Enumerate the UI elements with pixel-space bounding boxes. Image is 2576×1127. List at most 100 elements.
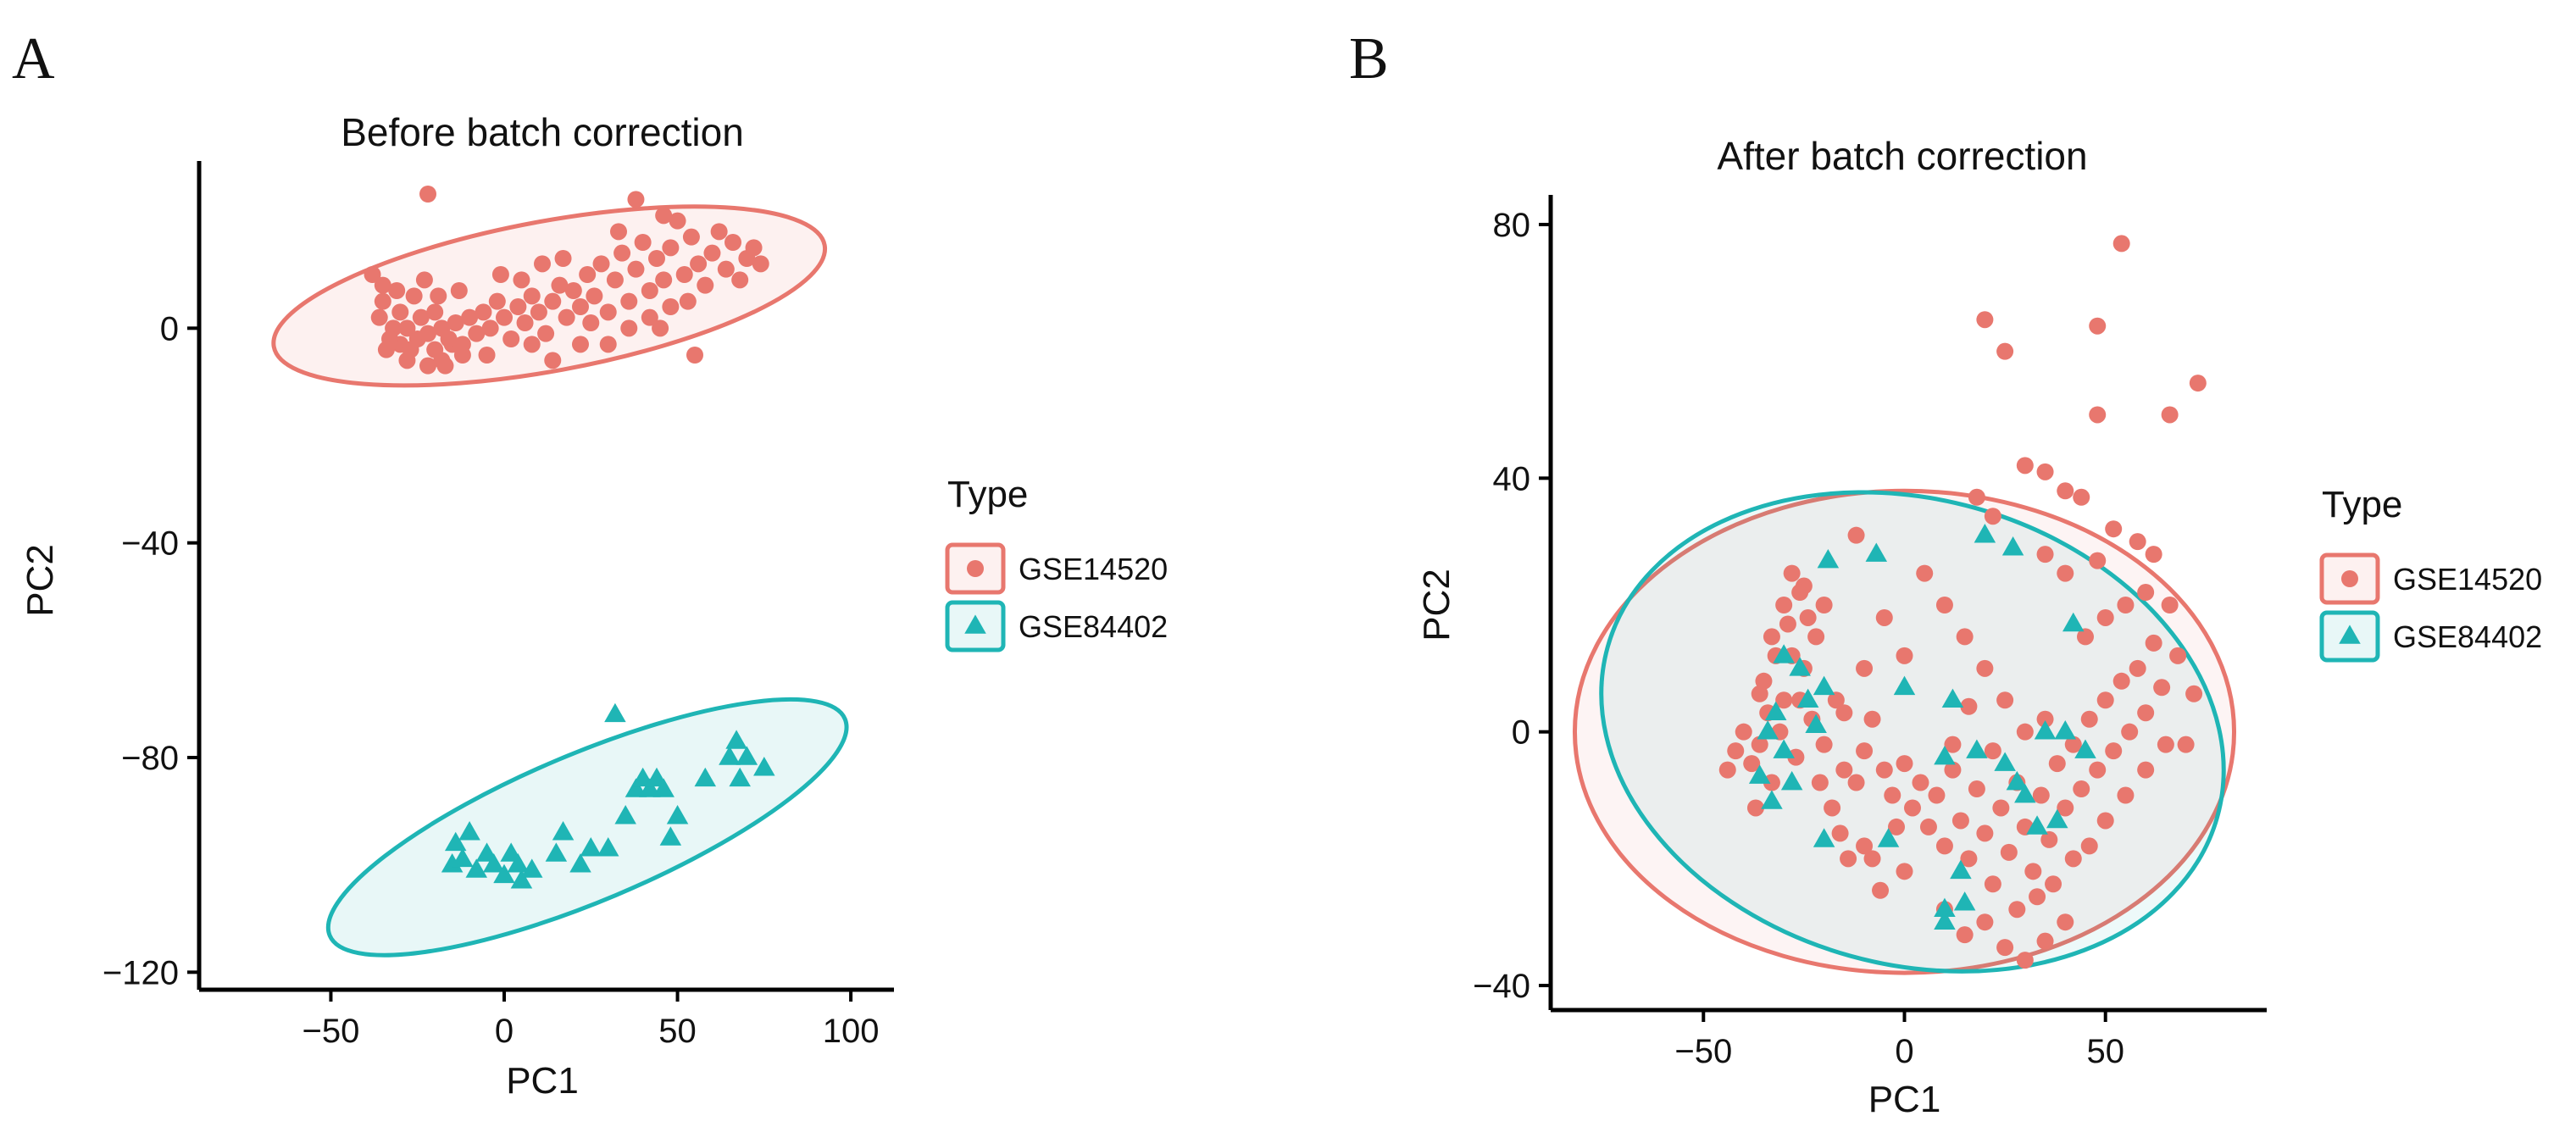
panel-b-gse14520-point-50	[1896, 755, 1913, 773]
panel-b-gse14520-point-94	[2016, 723, 2034, 741]
panel-a-gse14520-point-62	[724, 234, 741, 251]
panel-b-gse14520-point-54	[1928, 786, 1946, 804]
panel-a-gse14520-point-49	[634, 234, 652, 251]
panel-b-gse84402-point-11	[1780, 770, 1803, 791]
panel-a-gse14520-point-52	[655, 271, 673, 289]
panel-b-gse14520-point-123	[2157, 736, 2174, 753]
panel-b-gse14520-point-70	[2057, 799, 2074, 817]
panel-b-x-tick-label: −50	[1674, 1033, 1732, 1070]
panel-a-gse84402-point-12	[545, 842, 568, 862]
panel-b-x-axis-label: PC1	[1868, 1079, 1941, 1120]
panel-b-gse14520-point-28	[1799, 608, 1817, 626]
panel-b-gse84402-point-8	[1773, 739, 1795, 758]
panel-a-gse14520-point-36	[544, 292, 562, 310]
panel-a-gse84402-point-16	[597, 837, 619, 857]
panel-b-gse14520-point-45	[1847, 774, 1865, 791]
panel-a-gse14520-point-91	[610, 223, 627, 241]
panel-a-gse14520-point-78	[415, 271, 433, 289]
panel-a-gse14520-point-51	[648, 250, 665, 267]
panel-a-gse84402-point-29	[729, 767, 751, 787]
panel-b-gse14520-point-68	[2040, 830, 2058, 848]
panel-b-gse14520-point-46	[1856, 742, 1874, 760]
panel-a-gse14520-point-63	[731, 271, 749, 289]
panel-b-gse84402-point-14	[1893, 675, 1916, 696]
panel-b-gse14520-point-14	[2129, 533, 2146, 551]
chart-after-batch-correction: After batch correction −50 0 50 80 40 0 −40 PC1 P…	[1416, 134, 2542, 1120]
chart-before-batch-correction: Before batch correction −50 0 50 100 0 −40 −80 −…	[19, 110, 1168, 1102]
panel-a-gse14520-point-84	[641, 308, 658, 326]
panel-b-gse14520-point-116	[2029, 888, 2046, 906]
panel-b-gse14520-point-82	[2153, 679, 2171, 697]
panel-a-gse14520-point-57	[690, 255, 708, 273]
panel-b-gse14520-point-125	[1831, 824, 1849, 842]
panel-b-gse14520-point-16	[2089, 552, 2107, 569]
panel-b-gse14520-point-128	[2057, 564, 2074, 582]
panel-a-y-axis-label: PC2	[19, 544, 61, 617]
panel-b-gse14520-point-56	[1944, 761, 1962, 779]
panel-b-gse14520-point-30	[1779, 615, 1796, 633]
panel-b-gse84402-point-21	[2026, 815, 2048, 835]
panel-b-gse14520-point-79	[2129, 659, 2146, 677]
panel-a-legend-triangle-icon	[964, 614, 986, 634]
panel-b-gse14520-point-44	[1835, 761, 1853, 779]
panel-a-x-tick-label: 0	[495, 1013, 514, 1050]
panel-a-gse14520-point-15	[398, 319, 416, 337]
panel-a-gse14520-point-93	[679, 292, 697, 310]
panel-b-gse14520-point-83	[2161, 597, 2179, 613]
panel-a-gse14520-point-47	[620, 292, 638, 310]
panel-b-gse14520-point-35	[1735, 723, 1752, 741]
panel-a-gse14520-point-69	[686, 347, 703, 364]
panel-a-gse14520-point-18	[419, 325, 436, 342]
panel-b-gse14520-point-71	[2064, 736, 2082, 753]
panel-a-gse84402-point-0	[441, 853, 464, 873]
panel-b-gse14520-point-129	[2036, 546, 2054, 564]
panel-b-y-axis-label: PC2	[1416, 569, 1457, 641]
panel-a-gse84402-point-15	[580, 837, 602, 857]
panel-b-gse14520-point-38	[1751, 685, 1768, 702]
panel-b-gse14520-point-53	[1919, 818, 1937, 836]
panel-b-gse14520-point-1	[1976, 311, 1994, 329]
panel-b-gse14520-point-42	[1815, 736, 1833, 753]
panel-a-gse14520-point-90	[582, 314, 600, 331]
panel-b-gse14520-point-57	[1951, 812, 1969, 830]
panel-b-gse14520-point-5	[2089, 406, 2107, 424]
panel-a-legend-circle-icon	[967, 560, 984, 577]
panel-a-gse14520-point-68	[655, 207, 673, 225]
panel-b-gse84402-point-30	[1934, 910, 1956, 930]
panel-a-gse84402-point-2	[452, 847, 474, 868]
panel-a-gse14520-point-74	[370, 308, 388, 326]
panel-b-gse14520-point-52	[1912, 774, 1929, 791]
panel-b-gse84402-point-15	[1934, 745, 1956, 765]
panel-b-gse14520-point-37	[1718, 761, 1736, 779]
panel-a-y-tick-label: 0	[160, 310, 179, 347]
panel-a-gse14520-point-17	[412, 308, 430, 326]
panel-a-gse14520-point-77	[402, 341, 419, 358]
panel-b-gse14520-point-29	[1791, 584, 1809, 602]
panel-a-gse14520-point-35	[537, 325, 555, 342]
panel-b-gse14520-point-93	[1996, 691, 2014, 709]
panel-a-gse84402-point-25	[666, 805, 689, 824]
panel-a-gse14520-point-27	[481, 319, 499, 337]
panel-a-gse14520-point-75	[377, 341, 395, 358]
panel-a-gse84402-point-24	[659, 826, 682, 846]
panel-b-gse84402-point-22	[2034, 720, 2057, 740]
panel-a-gse14520-point-59	[703, 244, 721, 262]
panel-b-gse14520-point-43	[1827, 691, 1845, 709]
panel-a-gse14520-point-32	[516, 314, 534, 331]
panel-b-gse14520-point-4	[2189, 375, 2207, 392]
panel-b-legend: Type GSE14520 GSE84402	[2319, 484, 2542, 663]
panel-b-gse14520-point-10	[1968, 488, 1985, 506]
panel-b-gse84402-point-7	[1757, 720, 1779, 740]
panel-b-gse14520-point-12	[2073, 488, 2090, 506]
panel-a-gse14520-point-0	[419, 186, 436, 203]
panel-b-legend-entry-gse14520: GSE14520	[2393, 562, 2542, 597]
panel-b-x-tick-label: 0	[1895, 1033, 1913, 1070]
panel-b-gse84402-point-16	[1941, 688, 1964, 708]
panel-b-gse14520-point-47	[1863, 710, 1881, 728]
panel-b-gse14520-point-120	[2096, 812, 2114, 830]
panel-a-gse14520-point-50	[641, 282, 658, 299]
panel-b-gse14520-point-55	[1935, 837, 1953, 855]
panel-a-legend-entry-gse14520: GSE14520	[1019, 552, 1168, 586]
panel-b-gse14520-point-113	[1960, 697, 1978, 715]
panel-b-gse14520-point-81	[2145, 634, 2162, 652]
